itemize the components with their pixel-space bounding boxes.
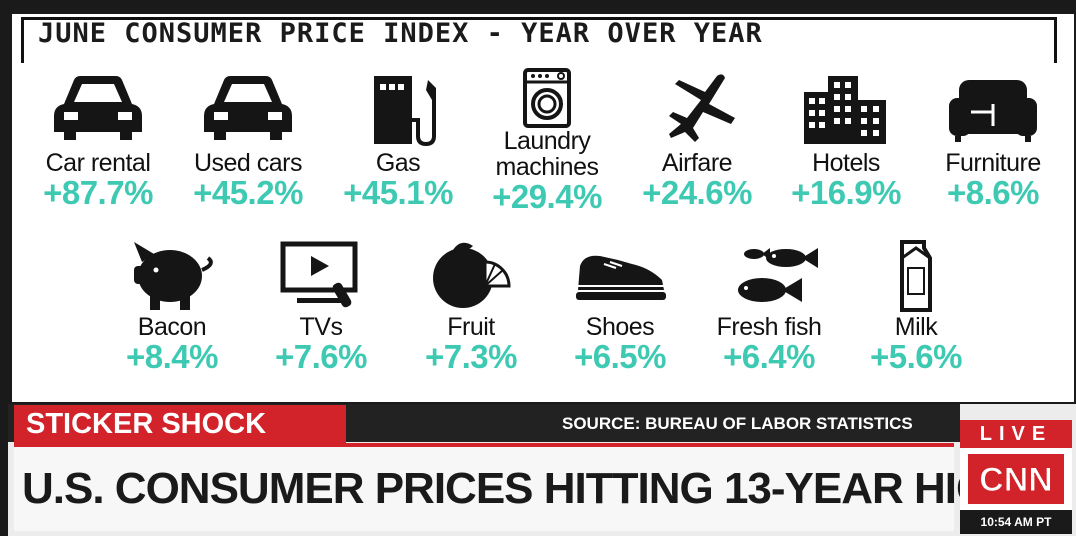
item-change: +6.4% <box>723 338 816 375</box>
milk-carton-icon <box>900 240 932 312</box>
item-tvs: TVs +7.6% <box>246 234 396 374</box>
item-change: +8.4% <box>126 338 219 375</box>
item-airfare: Airfare +24.6% <box>622 70 772 210</box>
airplane-icon <box>669 74 735 142</box>
item-label: Shoes <box>585 313 655 341</box>
fish-icon <box>738 248 818 302</box>
kicker-label: STICKER SHOCK <box>14 405 346 443</box>
item-label: Used cars <box>193 149 303 177</box>
item-fruit: Fruit +7.3% <box>396 234 546 374</box>
header-frame <box>21 17 1057 63</box>
item-label-line1: Laundry <box>503 127 591 155</box>
fruit-icon <box>433 242 511 308</box>
network-label: CNN <box>979 461 1053 499</box>
sofa-icon <box>949 80 1037 142</box>
gas-pump-icon <box>374 76 436 146</box>
item-used-cars: Used cars +45.2% <box>173 70 323 210</box>
item-change: +7.3% <box>425 338 518 375</box>
buildings-icon <box>804 76 886 144</box>
item-gas: Gas +45.1% <box>323 70 473 210</box>
item-label: Milk <box>894 313 938 341</box>
item-furniture: Furniture +8.6% <box>918 70 1068 210</box>
item-change: +45.1% <box>343 174 453 211</box>
washing-machine-icon <box>523 68 571 128</box>
shoe-icon <box>576 255 666 300</box>
item-label: TVs <box>299 313 343 341</box>
tv-icon <box>280 241 358 308</box>
infographic-panel <box>12 14 1074 402</box>
source-label: SOURCE: BUREAU OF LABOR STATISTICS <box>562 414 913 433</box>
item-label: Fruit <box>447 313 495 341</box>
item-car-rental: Car rental +87.7% <box>23 70 173 210</box>
item-change: +6.5% <box>574 338 667 375</box>
item-label: Car rental <box>45 149 151 177</box>
car-icon <box>204 76 292 140</box>
item-shoes: Shoes +6.5% <box>545 234 695 374</box>
item-change: +29.4% <box>492 178 602 215</box>
car-icon <box>54 76 142 140</box>
item-hotels: Hotels +16.9% <box>771 70 921 210</box>
headline: U.S. CONSUMER PRICES HITTING 13-YEAR HIG… <box>22 464 1021 513</box>
item-fresh-fish: Fresh fish +6.4% <box>694 234 844 374</box>
item-change: +8.6% <box>947 174 1040 211</box>
item-change: +24.6% <box>642 174 752 211</box>
item-change: +16.9% <box>791 174 901 211</box>
item-change: +87.7% <box>43 174 153 211</box>
item-change: +45.2% <box>193 174 303 211</box>
item-label: Gas <box>375 149 421 177</box>
item-label: machines <box>495 153 600 181</box>
headline-box <box>14 443 954 531</box>
pig-icon <box>134 242 213 310</box>
item-change: +7.6% <box>275 338 368 375</box>
page-title: JUNE CONSUMER PRICE INDEX - YEAR OVER YE… <box>38 18 763 49</box>
item-change: +5.6% <box>870 338 963 375</box>
item-label: Hotels <box>812 149 880 177</box>
item-laundry-machines: Laundry machines +29.4% <box>472 68 622 214</box>
item-bacon: Bacon +8.4% <box>97 234 247 374</box>
item-label: Fresh fish <box>716 313 822 341</box>
item-label: Bacon <box>137 313 207 341</box>
item-label: Furniture <box>945 149 1041 177</box>
clock: 10:54 AM PT <box>960 510 1072 534</box>
cnn-logo: CNN <box>960 448 1072 510</box>
item-milk: Milk +5.6% <box>841 234 991 374</box>
item-label: Airfare <box>661 149 733 177</box>
live-badge: LIVE <box>960 420 1072 448</box>
